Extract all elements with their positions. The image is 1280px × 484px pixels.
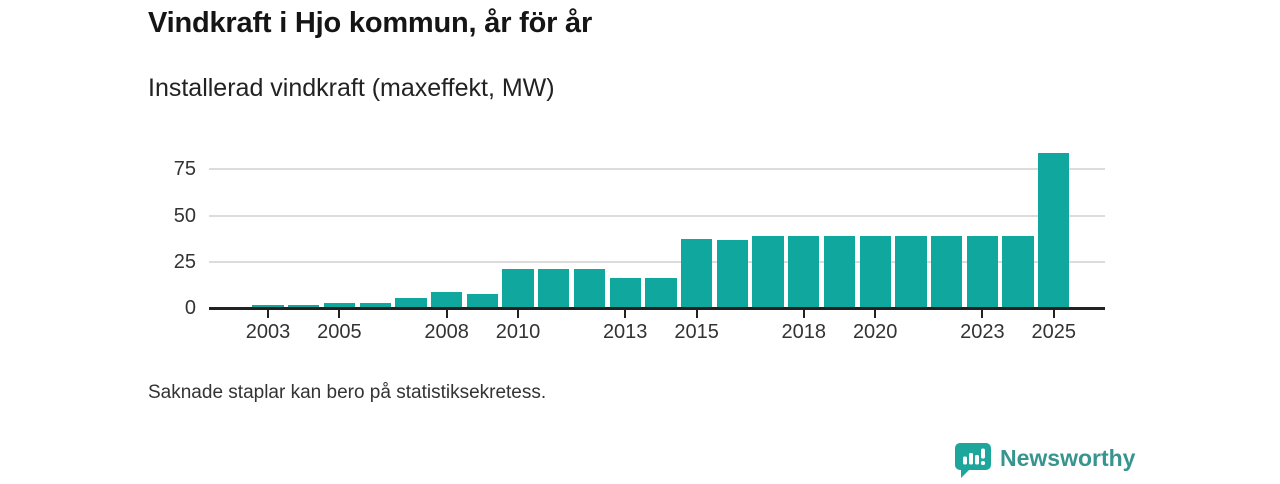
x-axis-label-2018: 2018 — [781, 321, 827, 343]
bar-2007 — [395, 297, 427, 308]
y-axis-label-25: 25 — [173, 250, 196, 273]
x-tick-2020 — [874, 310, 877, 318]
x-axis-label-2020: 2020 — [852, 321, 898, 343]
bar-2013 — [609, 277, 641, 308]
newsworthy-logo: Newsworthy — [955, 442, 1135, 484]
x-tick-2008 — [445, 310, 448, 318]
bar-2003 — [252, 305, 284, 308]
bar-2024 — [1002, 235, 1034, 308]
x-tick-2005 — [338, 310, 341, 318]
x-axis-label-2025: 2025 — [1031, 321, 1077, 343]
x-tick-2023 — [981, 310, 984, 318]
bar-2012 — [573, 269, 606, 308]
bar-2010 — [502, 269, 534, 308]
x-axis-label-2015: 2015 — [674, 321, 719, 343]
bar-2011 — [538, 269, 570, 308]
x-axis-label-2005: 2005 — [317, 321, 362, 343]
bar-chart-speech-bubble-icon — [955, 442, 992, 484]
y-axis-label-0: 0 — [184, 297, 196, 319]
page-title: Vindkraft i Hjo kommun, år för år — [148, 7, 593, 39]
bar-2006 — [359, 303, 391, 308]
x-tick-2025 — [1052, 310, 1055, 318]
x-tick-2010 — [517, 310, 519, 318]
x-tick-2013 — [624, 310, 627, 318]
x-axis-label-2013: 2013 — [602, 321, 648, 343]
bar-2014 — [645, 277, 677, 308]
bar-2020 — [859, 235, 891, 308]
y-axis-label-50: 50 — [173, 204, 196, 227]
chart-subtitle: Installerad vindkraft (maxeffekt, MW) — [148, 74, 555, 102]
bar-2021 — [895, 235, 927, 308]
x-axis-label-2023: 2023 — [960, 321, 1005, 343]
gridline-50 — [209, 214, 1105, 217]
bar-2008 — [430, 292, 463, 308]
y-axis-label-75: 75 — [173, 158, 196, 181]
x-tick-2018 — [802, 310, 805, 318]
bar-2022 — [931, 235, 963, 308]
bar-2019 — [823, 235, 856, 308]
x-axis-label-2010: 2010 — [495, 321, 541, 343]
x-axis-label-2008: 2008 — [424, 321, 469, 343]
x-tick-2003 — [267, 310, 269, 318]
chart-footnote: Saknade staplar kan bero på statistiksek… — [148, 382, 547, 403]
bar-2017 — [752, 235, 784, 308]
x-tick-2015 — [695, 310, 698, 318]
x-axis-label-2003: 2003 — [245, 321, 291, 343]
gridline-75 — [209, 168, 1105, 171]
bar-2004 — [288, 305, 320, 308]
bar-2015 — [680, 238, 713, 308]
bar-2023 — [966, 235, 999, 308]
bar-2009 — [466, 294, 498, 308]
bar-2005 — [323, 303, 356, 308]
bar-2016 — [716, 239, 749, 309]
bar-2018 — [788, 235, 820, 308]
x-axis-line — [209, 307, 1105, 310]
gridline-25 — [209, 260, 1105, 263]
newsworthy-logo-text: Newsworthy — [1000, 445, 1136, 471]
bar-2025 — [1038, 152, 1070, 308]
